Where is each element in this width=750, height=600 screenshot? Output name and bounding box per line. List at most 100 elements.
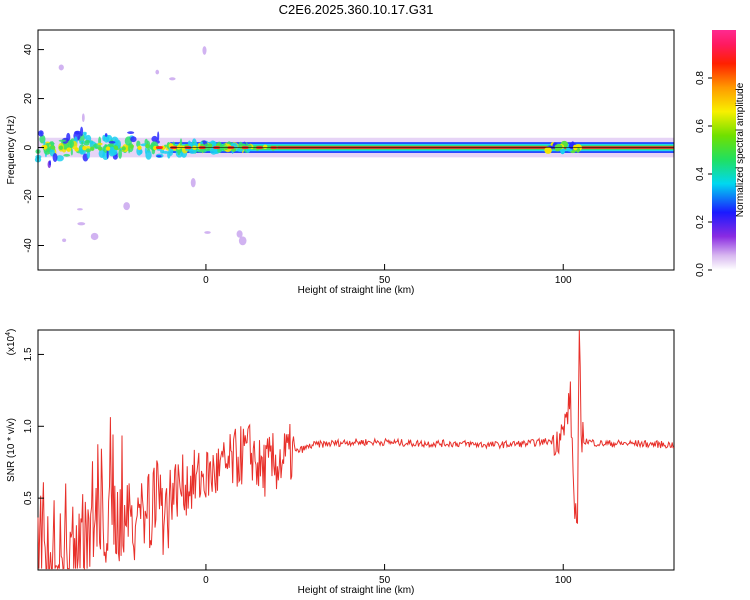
snr-x-tick-label: 100 <box>555 575 572 586</box>
spectrum-blob <box>197 150 204 153</box>
spectrum-blob <box>151 135 158 143</box>
snr-y-multiplier-exp: 4 <box>5 332 12 336</box>
spectrogram-x-tick-label: 50 <box>379 275 391 286</box>
spectrum-blob <box>70 148 73 156</box>
svg-text:(x104): (x104) <box>5 329 17 356</box>
colorbar-tick-label: 0.8 <box>695 71 706 85</box>
spectrum-dot <box>105 146 111 151</box>
spectrum-blob <box>106 149 109 160</box>
spectrum-blob <box>58 139 67 142</box>
spectrum-dot <box>42 144 48 150</box>
snr-y-tick-label: 1.5 <box>23 347 34 361</box>
spectrum-blob <box>155 69 160 75</box>
colorbar-tick-label: 0.2 <box>695 215 706 229</box>
colorbar-ticks: 0.0 0.2 0.4 0.6 0.8 <box>695 71 712 277</box>
spectrum-blob <box>77 222 86 226</box>
spectrum-blob <box>83 142 90 146</box>
spectrum-blob <box>85 148 92 153</box>
spectrum-blob <box>48 142 55 145</box>
spectrum-dot <box>263 144 268 150</box>
spectrum-blob <box>38 130 44 137</box>
spectrum-blob <box>108 141 116 144</box>
spectrum-dot <box>66 147 71 152</box>
spectrum-dot <box>145 143 150 149</box>
spectrogram-y-tick-label: 40 <box>23 44 34 56</box>
spectrum-blob <box>103 144 108 153</box>
snr-x-axis-label: Height of straight line (km) <box>298 585 415 596</box>
spectrum-blob <box>83 133 87 139</box>
colorbar-tick-label: 0.4 <box>695 167 706 181</box>
spectrum-dot <box>74 147 79 152</box>
snr-y-axis-label: SNR (10 * v/v) <box>6 418 17 482</box>
spectrogram-x-tick-label: 0 <box>203 275 209 286</box>
snr-y-tick-label: 1.0 <box>23 419 34 433</box>
spectrum-blob <box>58 64 64 71</box>
spectrum-core-dash <box>155 146 163 150</box>
spectrum-blob <box>156 155 162 158</box>
spectrogram-x-tick-label: 100 <box>555 275 572 286</box>
spectrum-blob <box>179 138 183 147</box>
spectrum-dot <box>129 144 134 149</box>
spectrum-dot <box>97 146 103 151</box>
colorbar-gradient <box>712 30 736 270</box>
spectrum-blob <box>81 141 84 145</box>
snr-y-ticks: 0.5 1.0 1.5 <box>23 347 44 505</box>
spectrum-dot <box>90 146 95 151</box>
spectrogram-y-tick-label: 20 <box>23 93 34 105</box>
spectrum-blob <box>190 178 196 188</box>
spectrum-blob <box>202 46 207 55</box>
spectrogram-y-axis-label: Frequency (Hz) <box>6 116 17 185</box>
spectrum-blob <box>130 136 137 143</box>
spectrum-blob <box>236 230 243 238</box>
spectrum-blob <box>81 113 85 123</box>
chart-title: C2E6.2025.360.10.17.G31 <box>279 2 434 17</box>
snr-x-tick-label: 50 <box>379 575 391 586</box>
spectrum-blob <box>67 139 75 148</box>
spectrogram-x-ticks: 0 50 100 <box>203 264 572 286</box>
spectrum-blob <box>123 202 130 211</box>
snr-x-tick-label: 0 <box>203 575 209 586</box>
spectrum-dot <box>58 145 64 150</box>
snr-y-tick-label: 0.5 <box>23 491 34 505</box>
spectrogram-y-tick-label: -40 <box>23 238 34 253</box>
spectrum-blob <box>52 153 58 162</box>
colorbar-label: Normalized spectral amplitude <box>735 82 746 217</box>
spectrum-blob <box>104 133 108 137</box>
spectrum-dot <box>208 143 213 148</box>
spectrogram-frame <box>37 29 675 271</box>
spectrum-dot <box>82 145 87 151</box>
spectrum-blob <box>76 208 83 211</box>
spectrum-blob <box>127 131 135 134</box>
spectrum-dot <box>137 145 142 151</box>
spectrogram-y-tick-label: -20 <box>23 189 34 204</box>
spectrum-blob <box>74 130 82 135</box>
spectrum-dot <box>50 145 56 150</box>
snr-x-ticks: 0 50 100 <box>203 564 572 586</box>
spectrum-blob <box>49 160 52 166</box>
spectrum-blob <box>55 155 64 162</box>
spectrum-blob <box>80 126 84 137</box>
spectrum-blob <box>185 148 189 151</box>
spectrum-blob <box>238 236 247 246</box>
spectrum-blob <box>169 77 176 81</box>
spectrogram-marks <box>34 46 674 246</box>
snr-marks <box>37 329 675 571</box>
spectrogram-panel: 0 50 100 -40 -20 0 20 40 Height of straight li… <box>6 29 675 296</box>
spectrum-blob <box>144 147 148 155</box>
spectrum-blob <box>179 145 185 148</box>
spectrogram-x-axis-label: Height of straight line (km) <box>298 285 415 296</box>
spectrum-blob <box>118 148 122 159</box>
spectrum-blob <box>97 142 103 146</box>
spectrum-dot <box>121 146 126 151</box>
spectrum-blob <box>247 148 253 151</box>
spectrum-blob <box>204 231 211 234</box>
colorbar-tick-label: 0.0 <box>695 263 706 277</box>
spectrum-blob <box>90 232 99 241</box>
snr-panel: 0 50 100 0.5 1.0 1.5 Height of straight line… <box>5 329 675 596</box>
spectrum-blob <box>103 134 110 143</box>
colorbar-tick-label: 0.6 <box>695 119 706 133</box>
spectrum-blob <box>62 238 67 243</box>
snr-y-multiplier: (x104) <box>5 329 17 356</box>
spectrum-blob <box>145 150 152 160</box>
spectrum-blob <box>554 143 563 150</box>
